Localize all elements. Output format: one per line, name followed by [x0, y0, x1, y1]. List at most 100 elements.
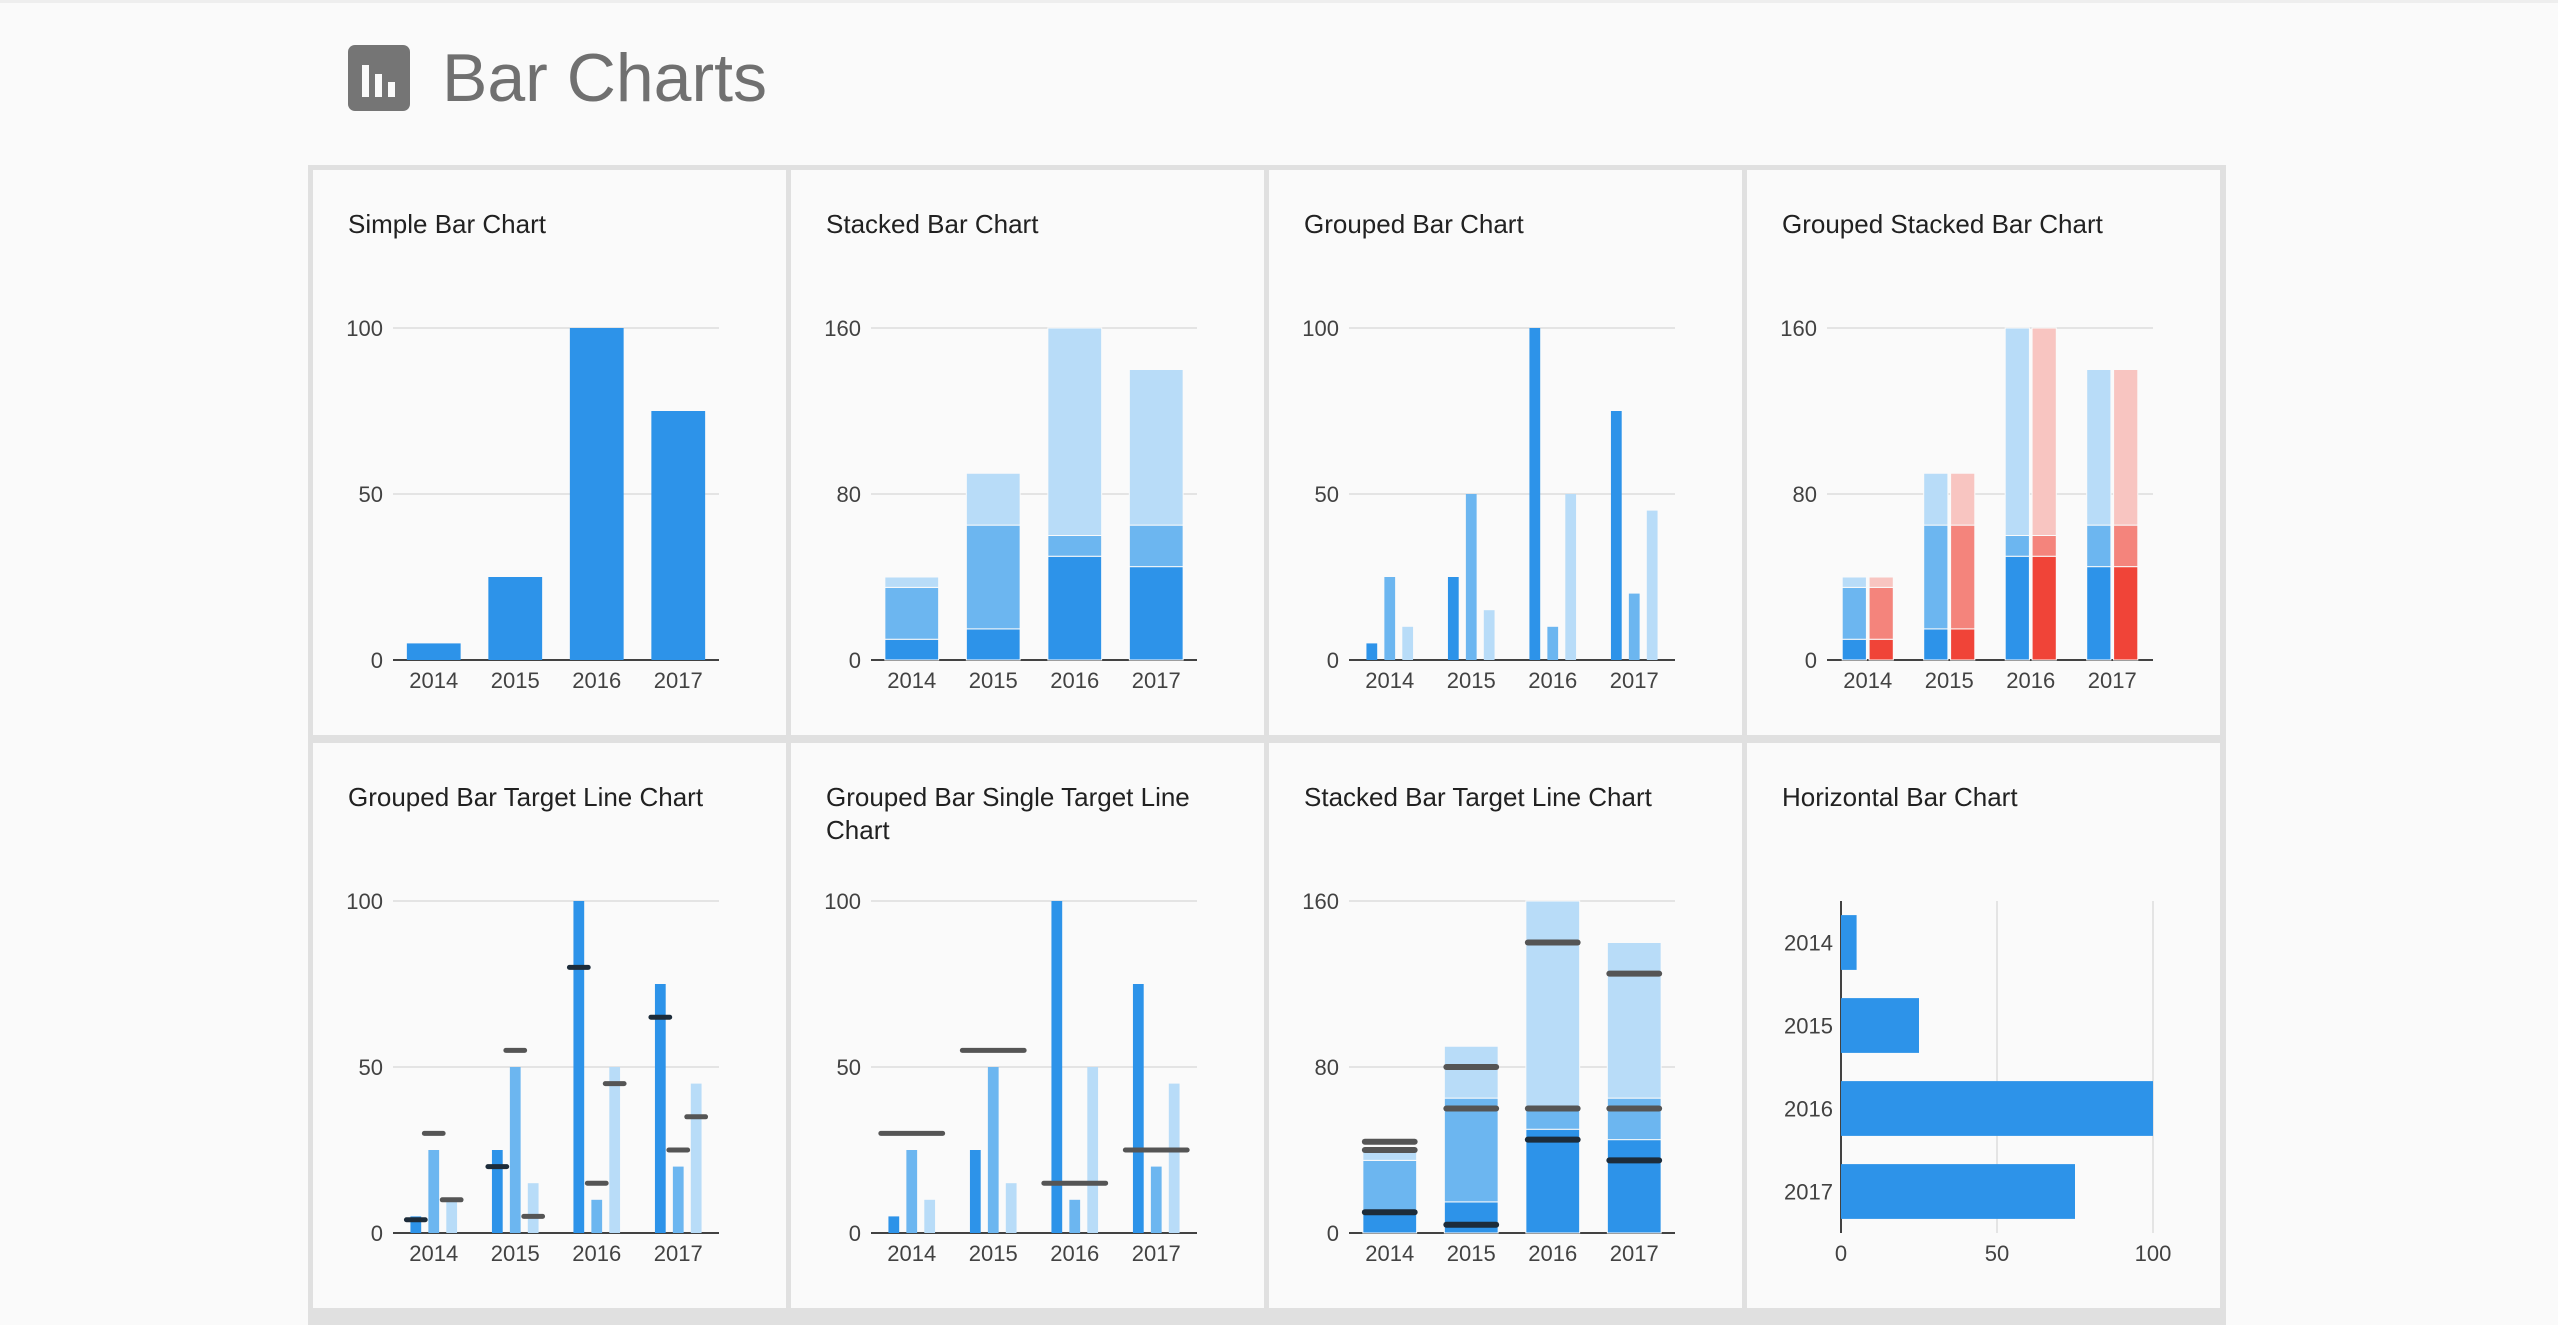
bar [1529, 328, 1541, 660]
chart-title: Grouped Bar Chart [1304, 209, 1524, 239]
card-grouped-bar-target-line: Grouped Bar Target Line Chart 0 50 100 2014… [313, 743, 786, 1308]
x-tick-label: 2016 [572, 1241, 621, 1266]
y-tick-label: 2014 [1784, 931, 1833, 956]
y-tick-label: 100 [346, 316, 383, 341]
x-tick-label: 100 [2135, 1241, 2172, 1266]
y-tick-label: 2015 [1784, 1014, 1833, 1039]
bar-segment [1525, 900, 1581, 1109]
y-tick-label: 0 [1805, 648, 1817, 673]
bar [924, 1199, 936, 1233]
y-tick-label: 0 [371, 648, 383, 673]
x-tick-label: 2015 [491, 668, 540, 693]
bar-segment [1606, 942, 1662, 1099]
y-tick-label: 80 [1793, 482, 1817, 507]
simple-bar-chart: 0 50 100 2014 2015 2016 2017 [346, 316, 719, 693]
bar-segment [1047, 555, 1103, 661]
y-tick-label: 50 [359, 482, 383, 507]
bar-segment [1443, 1097, 1499, 1203]
bar-segment [1841, 586, 1867, 640]
bar [1366, 643, 1378, 660]
bar [969, 1150, 981, 1233]
horizontal-bar-chart: 0 50 100 2014 2015 2016 2017 [1784, 901, 2172, 1266]
bar [1402, 626, 1414, 660]
chart-title: Horizontal Bar Chart [1782, 782, 2018, 812]
bar-segment [2113, 566, 2139, 661]
x-tick-label: 2017 [1610, 668, 1659, 693]
bar-segment [1923, 472, 1949, 526]
y-tick-label: 160 [1780, 316, 1817, 341]
bar [654, 984, 666, 1233]
y-tick-label: 50 [359, 1055, 383, 1080]
x-tick-label: 2016 [1528, 1241, 1577, 1266]
chart-title: Grouped Bar Target Line Chart [348, 782, 704, 812]
y-tick-label: 100 [1302, 316, 1339, 341]
bar [672, 1166, 684, 1233]
bar [1168, 1083, 1180, 1233]
bar [573, 901, 585, 1233]
x-tick-label: 2016 [2006, 668, 2055, 693]
x-tick-label: 2017 [2088, 668, 2137, 693]
bar-segment [1950, 472, 1976, 526]
y-tick-label: 160 [824, 316, 861, 341]
chart-grid: Simple Bar Chart 0 50 100 2014 2015 2016 2017 … [308, 165, 2226, 1325]
card-horizontal-bar: Horizontal Bar Chart 0 50 100 2014 2015 2016 2… [1747, 743, 2220, 1308]
bar-segment [1525, 1128, 1581, 1234]
grouped-bar-single-target-line-chart: 0 50 100 2014 2015 2016 2017 [824, 889, 1197, 1266]
bar-segment [1443, 1045, 1499, 1099]
bar-segment [2086, 524, 2112, 568]
bar [569, 328, 624, 660]
bar [1483, 610, 1495, 660]
bar [1646, 510, 1658, 660]
x-tick-label: 2014 [887, 1241, 936, 1266]
bar [1069, 1199, 1081, 1233]
y-tick-label: 2017 [1784, 1180, 1833, 1205]
bar [1051, 901, 1063, 1233]
x-tick-label: 2017 [1610, 1241, 1659, 1266]
page-title: Bar Charts [442, 40, 767, 116]
y-tick-label: 0 [1327, 648, 1339, 673]
bar-segment [1047, 327, 1103, 536]
page-header: Bar Charts [348, 38, 767, 118]
y-tick-label: 100 [824, 889, 861, 914]
bar-segment [2004, 327, 2030, 536]
bar [1447, 577, 1459, 660]
bar-chart-icon [348, 45, 410, 111]
stacked-bar-target-line-chart: 0 80 160 2014 2015 2016 2017 [1302, 889, 1675, 1266]
bar [651, 411, 706, 660]
bar-segment [2086, 566, 2112, 661]
x-tick-label: 2015 [969, 1241, 1018, 1266]
bar-segment [2031, 555, 2057, 661]
bar [1547, 626, 1559, 660]
bar [1384, 577, 1396, 660]
bar [1628, 593, 1640, 660]
y-tick-label: 50 [837, 1055, 861, 1080]
bar [1841, 915, 1857, 970]
bar [509, 1067, 521, 1233]
x-tick-label: 2014 [1365, 668, 1414, 693]
x-tick-label: 2015 [1925, 668, 1974, 693]
bar-segment [1362, 1211, 1418, 1234]
bar [591, 1199, 603, 1233]
stacked-bar-chart: 0 80 160 2014 2015 2016 2017 [824, 316, 1197, 693]
x-tick-label: 2014 [409, 668, 458, 693]
bar-segment [965, 628, 1021, 661]
bar-segment [884, 638, 940, 661]
card-grouped-bar: Grouped Bar Chart 0 50 100 2014 2015 2016 2017 [1269, 170, 1742, 735]
bar-segment [1950, 628, 1976, 661]
bar [1087, 1067, 1099, 1233]
chart-title: Stacked Bar Target Line Chart [1304, 782, 1652, 812]
y-tick-label: 160 [1302, 889, 1339, 914]
bar [428, 1150, 440, 1233]
bar-segment [1950, 524, 1976, 630]
bar-segment [884, 586, 940, 640]
bar [888, 1216, 900, 1233]
x-tick-label: 2015 [969, 668, 1018, 693]
x-tick-label: 2015 [1447, 668, 1496, 693]
bar-segment [1606, 1139, 1662, 1234]
y-tick-label: 80 [837, 482, 861, 507]
x-tick-label: 2017 [1132, 1241, 1181, 1266]
x-tick-label: 2014 [409, 1241, 458, 1266]
bar [1841, 998, 1919, 1053]
bar [987, 1067, 999, 1233]
x-tick-label: 2017 [654, 1241, 703, 1266]
